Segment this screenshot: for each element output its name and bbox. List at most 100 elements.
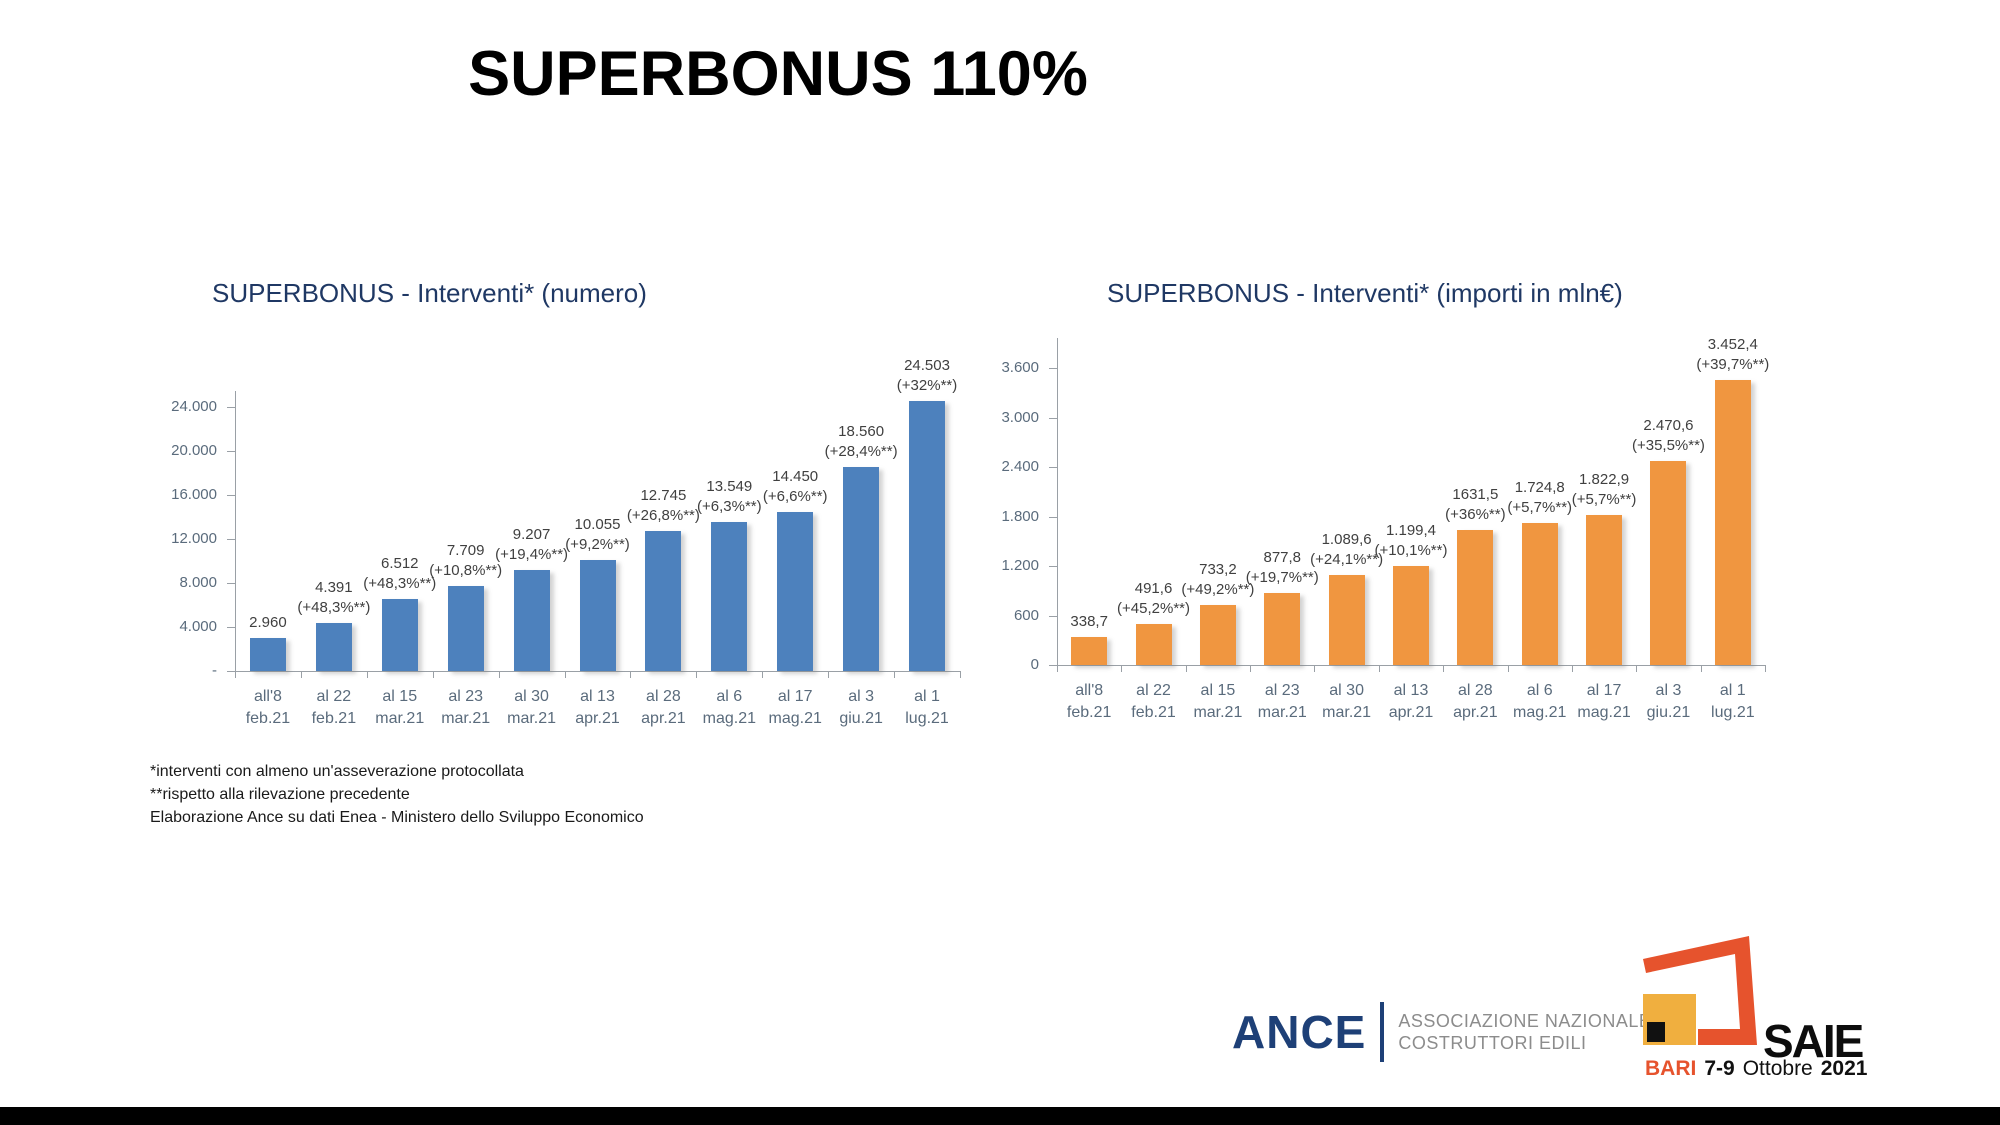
saie-month: Ottobre: [1742, 1057, 1813, 1080]
x-axis-category-line: lug.21: [905, 710, 949, 727]
x-axis-tick: [696, 671, 698, 678]
bar-pct-label: (+9,2%**): [565, 536, 630, 554]
y-axis-tick: [227, 407, 235, 408]
x-axis-category-line: apr.21: [1453, 704, 1498, 721]
bar: [381, 599, 418, 671]
x-axis-category-label: al 22 feb.21: [1109, 680, 1199, 724]
x-axis-tick: [1185, 665, 1187, 672]
x-axis-tick: [498, 671, 500, 678]
bar-data-label: 12.745 (+26,8%**): [583, 486, 743, 526]
bar: [315, 622, 352, 671]
y-axis-tick-label: 1.200: [1001, 557, 1039, 574]
bar: [447, 586, 484, 671]
ance-tagline: ASSOCIAZIONE NAZIONALE COSTRUTTORI EDILI: [1398, 1011, 1651, 1053]
ance-tagline-line2: COSTRUTTORI EDILI: [1398, 1033, 1587, 1053]
bar-chart-interventi-numero: SUPERBONUS - Interventi* (numero) - 4.000…: [150, 270, 995, 835]
x-axis-category-line: al 30: [514, 688, 549, 705]
bar-data-label: 7.709 (+10,8%**): [386, 541, 546, 581]
x-axis-category-label: al 15 mar.21: [1173, 680, 1263, 724]
bar-data-label: 733,2 (+49,2%**): [1138, 560, 1298, 600]
bar-pct-label: (+36%**): [1445, 506, 1506, 524]
x-axis-category-line: mar.21: [1257, 704, 1307, 721]
x-axis-category-label: al 17 mag.21: [1559, 680, 1649, 724]
y-axis-tick-label: 2.400: [1001, 458, 1039, 475]
saie-wordmark: SAIE: [1763, 1015, 1864, 1067]
bar-value-label: 4.391: [315, 578, 353, 596]
bar-value-label: 2.960: [249, 614, 287, 632]
ance-logo: ANCE ASSOCIAZIONE NAZIONALE COSTRUTTORI …: [1232, 1002, 1651, 1062]
bar-data-label: 1.724,8 (+5,7%**): [1460, 478, 1620, 518]
bar-value-label: 491,6: [1134, 580, 1173, 598]
x-axis-tick: [1378, 665, 1380, 672]
bar-pct-label: (+28,4%**): [824, 442, 898, 460]
bar-pct-label: (+6,6%**): [762, 488, 828, 506]
x-axis-category-label: al 23 mar.21: [1237, 680, 1327, 724]
y-axis-tick: [1049, 516, 1057, 518]
bar: [1071, 637, 1108, 665]
x-axis-tick: [1443, 665, 1445, 672]
x-axis-category-line: al 22: [316, 688, 352, 705]
x-axis-tick: [564, 671, 566, 678]
bar-pct-label: (+45,2%**): [1117, 600, 1191, 618]
x-axis-category-label: al 17 mag.21: [750, 686, 840, 730]
y-axis-tick-label: 16.000: [171, 486, 217, 503]
x-axis-category-line: al 15: [382, 688, 418, 705]
x-axis-category-label: al 23 mar.21: [421, 686, 511, 730]
bar-pct-label: (+39,7%**): [1696, 356, 1770, 374]
bar-data-label: 13.549 (+6,3%**): [649, 477, 809, 517]
bar-data-label: 24.503 (+32%**): [847, 356, 1007, 396]
bar-value-label: 1.822,9: [1579, 470, 1630, 488]
x-axis-tick: [762, 671, 764, 678]
x-axis-category-line: apr.21: [575, 710, 620, 727]
bar-value-label: 24.503: [904, 357, 950, 375]
bar: [777, 512, 814, 671]
x-axis-tick: [1057, 665, 1058, 672]
y-axis-tick-label: 8.000: [179, 574, 217, 591]
y-axis-tick-label: 3.000: [1001, 408, 1039, 426]
y-axis-tick: [227, 583, 235, 584]
bar: [1264, 592, 1301, 665]
x-axis-tick: [300, 671, 302, 678]
y-axis-tick-label: 3.600: [1001, 359, 1039, 376]
x-axis-line: [1057, 665, 1765, 666]
x-axis-tick: [630, 671, 632, 678]
x-axis-category-line: mag.21: [768, 710, 822, 727]
slide-title: SUPERBONUS 110%: [468, 39, 1088, 109]
x-axis-tick: [1314, 665, 1316, 672]
y-axis-tick-label: 600: [1013, 606, 1039, 624]
x-axis-category-label: all'8 feb.21: [223, 686, 313, 730]
bar-pct-label: (+48,3%**): [297, 598, 371, 616]
bar-pct-label: (+10,1%**): [1374, 542, 1448, 560]
bar: [1457, 530, 1494, 665]
bar: [579, 560, 616, 671]
y-axis-tick: [1049, 665, 1057, 666]
x-axis-category-line: mag.21: [702, 710, 756, 727]
x-axis-category-line: mar.21: [507, 710, 557, 727]
bar: [1328, 575, 1365, 665]
bar-pct-label: (+10,8%**): [429, 562, 503, 580]
bar-value-label: 14.450: [772, 468, 819, 486]
bar-data-label: 2.470,6 (+35,5%**): [1588, 416, 1748, 456]
x-axis-category-label: al 6 mag.21: [1495, 680, 1585, 724]
y-axis-tick-label: 4.000: [179, 618, 217, 635]
x-axis-category-line: al 3: [848, 688, 875, 705]
y-axis-tick: [227, 539, 235, 540]
x-axis-tick: [1121, 665, 1123, 672]
bar-data-label: 1.199,4 (+10,1%**): [1331, 521, 1491, 561]
bar-data-label: 338,7: [1009, 612, 1169, 632]
x-axis-category-line: al 1: [1719, 682, 1746, 699]
y-axis-tick-label: -: [212, 662, 217, 679]
bar-pct-label: (+32%**): [896, 377, 958, 395]
y-axis-tick: [1049, 368, 1057, 369]
x-axis-category-line: apr.21: [1388, 704, 1434, 721]
x-axis-category-label: al 13 apr.21: [1366, 680, 1456, 724]
y-axis-line: [1057, 338, 1058, 665]
y-axis-tick-label: 1.800: [1001, 507, 1039, 525]
x-axis-category-line: mag.21: [1513, 704, 1567, 721]
saie-arrow-icon: [1643, 936, 1757, 1045]
bar: [909, 401, 946, 671]
x-axis-category-label: al 6 mag.21: [684, 686, 774, 730]
bar-value-label: 18.560: [838, 422, 885, 440]
x-axis-tick: [960, 671, 961, 678]
bar-pct-label: (+35,5%**): [1631, 437, 1705, 455]
